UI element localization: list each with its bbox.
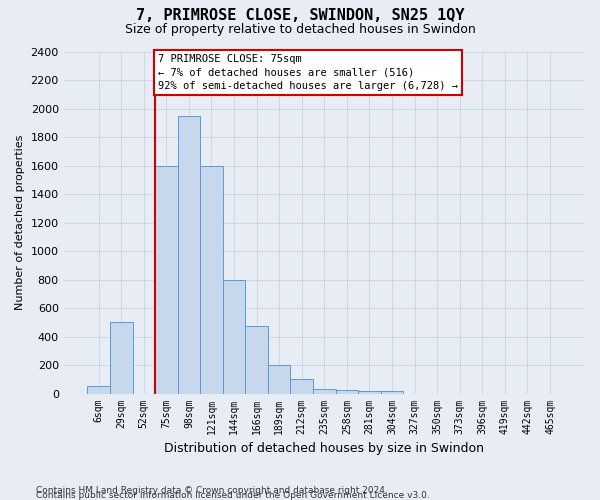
X-axis label: Distribution of detached houses by size in Swindon: Distribution of detached houses by size … [164, 442, 484, 455]
Bar [268, 365, 290, 394]
Text: 7 PRIMROSE CLOSE: 75sqm
← 7% of detached houses are smaller (516)
92% of semi-de: 7 PRIMROSE CLOSE: 75sqm ← 7% of detached… [158, 54, 458, 91]
Bar [290, 380, 313, 394]
Bar [223, 280, 245, 394]
Text: Contains public sector information licensed under the Open Government Licence v3: Contains public sector information licen… [36, 491, 430, 500]
Bar [200, 166, 223, 394]
Bar [381, 392, 403, 394]
Bar [88, 386, 110, 394]
Bar [358, 390, 381, 394]
Bar [335, 390, 358, 394]
Text: Contains HM Land Registry data © Crown copyright and database right 2024.: Contains HM Land Registry data © Crown c… [36, 486, 388, 495]
Bar [155, 166, 178, 394]
Y-axis label: Number of detached properties: Number of detached properties [15, 135, 25, 310]
Text: Size of property relative to detached houses in Swindon: Size of property relative to detached ho… [125, 22, 475, 36]
Bar [178, 116, 200, 394]
Text: 7, PRIMROSE CLOSE, SWINDON, SN25 1QY: 7, PRIMROSE CLOSE, SWINDON, SN25 1QY [136, 8, 464, 22]
Bar [245, 326, 268, 394]
Bar [110, 322, 133, 394]
Bar [313, 390, 335, 394]
